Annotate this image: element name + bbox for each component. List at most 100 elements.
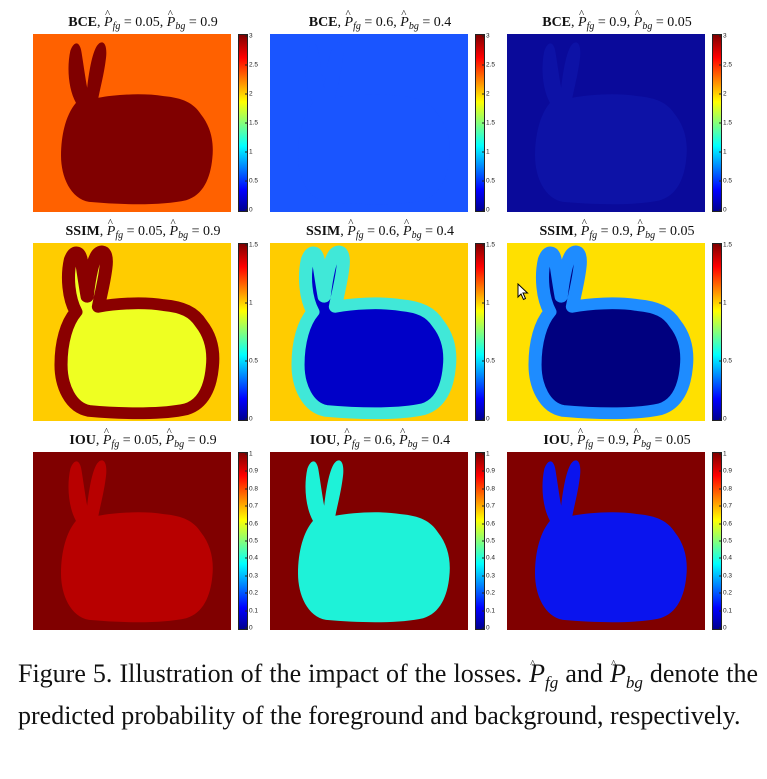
colorbar-tick-label: 0.5 xyxy=(244,537,259,545)
colorbar-tick-label: 1.5 xyxy=(718,119,733,127)
pbg-symbol: P xyxy=(167,3,176,34)
pfg-subscript: fg xyxy=(351,439,360,450)
pfg-value: = 0.9 xyxy=(597,224,630,239)
colorbar-tick-label: 0.3 xyxy=(718,572,733,580)
colorbar xyxy=(712,243,722,421)
pbg-subscript: bg xyxy=(174,439,185,450)
panel-title: SSIM, Pfg = 0.6, Pbg = 0.4 xyxy=(270,212,490,243)
panel-title: IOU, Pfg = 0.05, Pbg = 0.9 xyxy=(33,421,253,452)
title-separator: , xyxy=(340,224,348,239)
colorbar-tick-label: 0.9 xyxy=(244,467,259,475)
colorbar xyxy=(238,243,248,421)
pbg-subscript: bg xyxy=(645,230,656,241)
rabbit-silhouette xyxy=(270,34,468,212)
pbg-subscript: bg xyxy=(641,439,652,450)
figure-grid: BCE, Pfg = 0.05, Pbg = 0.932.521.510.50B… xyxy=(0,0,767,640)
pfg-value: = 0.6 xyxy=(359,433,393,448)
colorbar-tick-label: 1 xyxy=(245,450,253,458)
pfg-subscript: fg xyxy=(355,230,364,241)
colorbar-tick-label: 0 xyxy=(245,206,253,214)
pbg-value: = 0.4 xyxy=(418,15,452,30)
pbg-value: = 0.9 xyxy=(185,15,218,30)
pfg-symbol: P xyxy=(107,212,116,243)
colorbar-tick-label: 0 xyxy=(482,415,490,423)
colorbar-tick-label: 0.7 xyxy=(481,502,496,510)
colorbar-tick-label: 0.2 xyxy=(718,589,733,597)
colorbar-tick-label: 2.5 xyxy=(718,61,733,69)
panel-title: BCE, Pfg = 0.6, Pbg = 0.4 xyxy=(270,3,490,34)
loss-map-image xyxy=(270,452,468,630)
colorbar-tick-label: 0 xyxy=(482,206,490,214)
panel-ssim-2: SSIM, Pfg = 0.6, Pbg = 0.41.510.50 xyxy=(270,212,502,426)
panel-iou-3: IOU, Pfg = 0.9, Pbg = 0.0510.90.80.70.60… xyxy=(507,421,739,635)
colorbar-tick-label: 1 xyxy=(719,450,727,458)
pfg-value: = 0.6 xyxy=(360,15,394,30)
rabbit-silhouette xyxy=(270,243,468,421)
pfg-value: = 0.05 xyxy=(119,433,159,448)
panel-bce-1: BCE, Pfg = 0.05, Pbg = 0.932.521.510.50 xyxy=(33,3,265,217)
panel-title: IOU, Pfg = 0.9, Pbg = 0.05 xyxy=(507,421,727,452)
colorbar-tick-label: 0.1 xyxy=(244,607,259,615)
rabbit-silhouette xyxy=(33,34,231,212)
colorbar-tick-label: 0 xyxy=(719,415,727,423)
mouse-cursor-icon xyxy=(517,283,529,301)
colorbar-tick-label: 0.6 xyxy=(718,520,733,528)
pbg-symbol: P xyxy=(166,421,175,452)
colorbar-tick-label: 1.5 xyxy=(244,241,259,249)
title-separator: , xyxy=(99,224,107,239)
pbg-symbol: P xyxy=(633,421,642,452)
colorbar-tick-label: 0.8 xyxy=(481,485,496,493)
title-separator: , xyxy=(625,433,633,448)
title-separator: , xyxy=(573,224,581,239)
pfg-subscript: fg xyxy=(115,230,124,241)
colorbar-tick-label: 0.8 xyxy=(718,485,733,493)
pbg-value: = 0.9 xyxy=(188,224,221,239)
panel-loss-name: IOU xyxy=(69,433,96,448)
pbg-value: = 0.4 xyxy=(421,224,454,239)
figure-caption: Figure 5. Illustration of the impact of … xyxy=(18,648,758,732)
pbg-subscript: bg xyxy=(411,230,422,241)
colorbar-tick-label: 0.2 xyxy=(244,589,259,597)
title-separator: , xyxy=(393,15,401,30)
panel-loss-name: SSIM xyxy=(65,224,100,239)
pbg-value: = 0.05 xyxy=(651,433,691,448)
colorbar-tick-label: 0 xyxy=(719,206,727,214)
colorbar-tick-label: 0 xyxy=(245,415,253,423)
colorbar-tick-label: 2 xyxy=(245,90,253,98)
panel-loss-name: SSIM xyxy=(539,224,574,239)
colorbar-tick-label: 0.5 xyxy=(718,537,733,545)
title-separator: , xyxy=(626,15,634,30)
colorbar-tick-label: 0.9 xyxy=(718,467,733,475)
pbg-value: = 0.9 xyxy=(184,433,217,448)
colorbar-tick-label: 0.1 xyxy=(481,607,496,615)
loss-map-image xyxy=(270,34,468,212)
rabbit-silhouette xyxy=(270,452,468,630)
colorbar-tick-label: 1.5 xyxy=(718,241,733,249)
colorbar-tick-label: 0.5 xyxy=(244,357,259,365)
colorbar-tick-label: 1.5 xyxy=(481,241,496,249)
panel-title: SSIM, Pfg = 0.05, Pbg = 0.9 xyxy=(33,212,253,243)
caption-sub-fg: fg xyxy=(545,673,559,693)
caption-and: and xyxy=(558,659,610,688)
panel-bce-2: BCE, Pfg = 0.6, Pbg = 0.432.521.510.50 xyxy=(270,3,502,217)
colorbar-tick-label: 0.5 xyxy=(481,357,496,365)
pfg-value: = 0.9 xyxy=(593,433,626,448)
loss-map-image xyxy=(507,452,705,630)
colorbar-tick-label: 3 xyxy=(719,32,727,40)
pbg-subscript: bg xyxy=(407,439,418,450)
pbg-subscript: bg xyxy=(408,21,419,32)
pfg-symbol: P xyxy=(347,212,356,243)
colorbar-tick-label: 0.4 xyxy=(244,554,259,562)
panel-ssim-3: SSIM, Pfg = 0.9, Pbg = 0.051.510.50 xyxy=(507,212,739,426)
pfg-value: = 0.05 xyxy=(123,224,163,239)
colorbar-tick-label: 1 xyxy=(719,148,727,156)
colorbar-tick-label: 0.5 xyxy=(481,537,496,545)
colorbar-tick-label: 1.5 xyxy=(244,119,259,127)
colorbar-tick-label: 0.4 xyxy=(481,554,496,562)
title-separator: , xyxy=(159,15,167,30)
panel-loss-name: IOU xyxy=(309,433,337,448)
pbg-symbol: P xyxy=(400,3,409,34)
pbg-symbol: P xyxy=(637,212,646,243)
panel-title: BCE, Pfg = 0.05, Pbg = 0.9 xyxy=(33,3,253,34)
panel-iou-1: IOU, Pfg = 0.05, Pbg = 0.910.90.80.70.60… xyxy=(33,421,265,635)
